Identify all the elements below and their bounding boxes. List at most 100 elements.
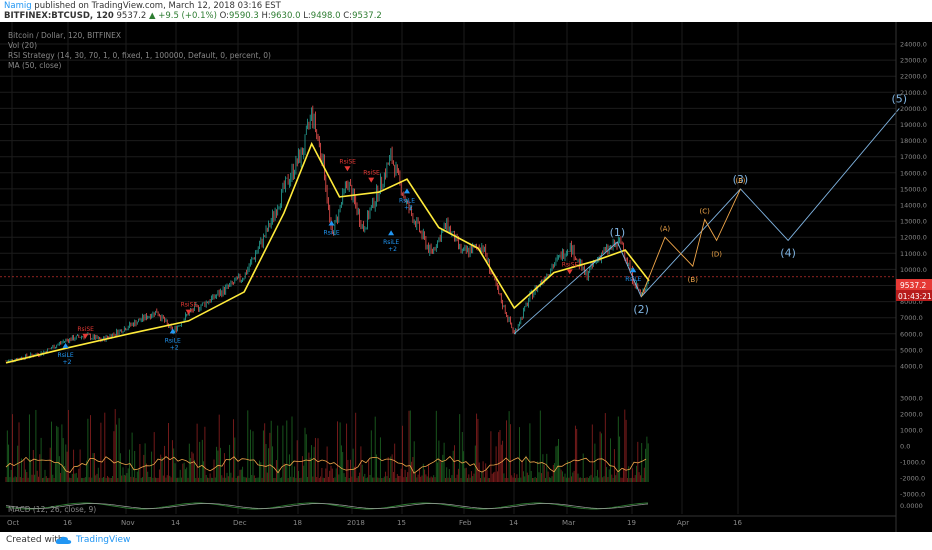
ohlc-close: 9537.2 bbox=[352, 11, 382, 21]
signal-arrow bbox=[169, 328, 176, 334]
volume-bars bbox=[5, 409, 649, 510]
wave-primary bbox=[513, 108, 900, 335]
wave-label: (3) bbox=[733, 173, 749, 186]
signal-label: RsiSE bbox=[562, 261, 579, 268]
signal-arrow bbox=[368, 177, 375, 183]
tradingview-link[interactable]: TradingView bbox=[76, 535, 131, 545]
volume-tick-label: 2000.0 bbox=[900, 411, 923, 419]
x-tick-label: Feb bbox=[459, 519, 472, 527]
signal-qty: +2 bbox=[388, 246, 397, 253]
ohlc-open: 9590.3 bbox=[229, 11, 259, 21]
y-tick-label: 24000.0 bbox=[900, 41, 927, 49]
current-price-label: 9537.2 bbox=[900, 281, 926, 290]
y-tick-label: 4000.0 bbox=[900, 363, 923, 371]
x-tick-label: Dec bbox=[233, 519, 247, 527]
volume-tick-label: 1000.0 bbox=[900, 427, 923, 435]
y-tick-label: 12000.0 bbox=[900, 234, 927, 242]
x-tick-label: Mar bbox=[562, 519, 575, 527]
current-price-tag bbox=[896, 279, 932, 290]
ohlc-high: 9630.0 bbox=[270, 11, 301, 21]
signal-label: RsiSE bbox=[339, 158, 356, 165]
signal-label: RsiLE bbox=[383, 239, 399, 246]
macd-line bbox=[5, 502, 649, 510]
macd-tick-label: 0.0000 bbox=[900, 502, 923, 510]
x-tick-label: 14 bbox=[509, 519, 518, 527]
footer: Created with TradingView bbox=[0, 532, 932, 550]
y-tick-label: 14000.0 bbox=[900, 202, 927, 210]
signal-qty: +2 bbox=[404, 204, 413, 211]
legend-title: Bitcoin / Dollar, 120, BITFINEX bbox=[8, 31, 121, 40]
strategy-signals: RsiSERsiLE+2RsiLE+2RsiSERsiLERsiSERsiSER… bbox=[58, 158, 642, 366]
wave-label: (C) bbox=[700, 207, 711, 215]
x-tick-label: 14 bbox=[171, 519, 180, 527]
signal-label: RsiLE bbox=[399, 197, 415, 204]
elliott-waves: (1) (2) (3) (4) (5) (A) (B) (C) (D) (E) bbox=[513, 92, 907, 335]
ma50-line bbox=[5, 141, 650, 364]
price-chart[interactable]: RsiSERsiLE+2RsiLE+2RsiSERsiLERsiSERsiSER… bbox=[0, 22, 932, 532]
y-tick-label: 11000.0 bbox=[900, 250, 927, 258]
volume-tick-label: -1000.0 bbox=[900, 459, 925, 467]
y-tick-label: 17000.0 bbox=[900, 153, 927, 161]
volume-axis: 3000.0 2000.0 1000.0 0.0 -1000.0 -2000.0 -3000… bbox=[900, 395, 925, 511]
publish-header: Namig published on TradingView.com, Marc… bbox=[0, 0, 932, 22]
signal-qty: +2 bbox=[170, 344, 179, 351]
signal-label: RsiLE bbox=[324, 230, 340, 237]
signal-arrow bbox=[328, 220, 335, 226]
y-tick-label: 6000.0 bbox=[900, 330, 923, 338]
y-tick-label: 10000.0 bbox=[900, 266, 927, 274]
y-tick-label: 23000.0 bbox=[900, 57, 927, 65]
wave-sub bbox=[640, 188, 741, 297]
symbol-info: BITFINEX:BTCUSD, 120 9537.2 ▲ +9.5 (+0.1… bbox=[4, 11, 382, 21]
ohlc-h-label: H: bbox=[261, 11, 271, 21]
macd-signal-line bbox=[5, 503, 649, 509]
x-tick-label: 16 bbox=[733, 519, 742, 527]
last-price: 9537.2 bbox=[116, 11, 147, 21]
signal-arrow bbox=[403, 188, 410, 194]
signal-arrow bbox=[62, 342, 69, 348]
signal-label: RsiSE bbox=[77, 326, 94, 333]
signal-qty: +2 bbox=[63, 359, 72, 366]
x-tick-label: 15 bbox=[397, 519, 406, 527]
legend-macd: MACD (12, 26, close, 9) bbox=[8, 505, 96, 514]
volume-tick-label: -3000.0 bbox=[900, 491, 925, 499]
x-tick-label: Apr bbox=[677, 519, 689, 527]
wave-label: (5) bbox=[891, 92, 907, 105]
legend-volume: Vol (20) bbox=[8, 41, 37, 50]
wave-label: (B) bbox=[688, 276, 699, 284]
ohlc-c-label: C: bbox=[343, 11, 353, 21]
chart-area[interactable]: RsiSE RsiLE +2 RsiLE +2 RsiSE RsiLE RsiSE RsiSE R… bbox=[0, 22, 932, 532]
x-tick-label: 16 bbox=[63, 519, 72, 527]
volume-tick-label: -2000.0 bbox=[900, 475, 925, 483]
wave-label: (2) bbox=[633, 303, 649, 316]
author-link[interactable]: Namig bbox=[4, 1, 32, 11]
ohlc-l-label: L: bbox=[303, 11, 311, 21]
tradingview-cloud-icon bbox=[55, 536, 72, 544]
wave-label: (E) bbox=[736, 177, 746, 185]
countdown-label: 01:43:21 bbox=[898, 292, 932, 301]
signal-arrow bbox=[82, 333, 89, 339]
wave-label: (4) bbox=[780, 246, 796, 259]
legend-rsi: RSI Strategy (14, 30, 70, 1, 0, fixed, 1… bbox=[8, 51, 271, 60]
x-tick-label: Nov bbox=[121, 519, 135, 527]
y-tick-label: 16000.0 bbox=[900, 169, 927, 177]
signal-arrow bbox=[630, 267, 637, 273]
signal-arrow bbox=[185, 309, 192, 315]
y-tick-label: 8000.0 bbox=[900, 298, 923, 306]
signal-arrow bbox=[566, 269, 573, 275]
y-tick-label: 19000.0 bbox=[900, 121, 927, 129]
x-tick-label: 18 bbox=[293, 519, 302, 527]
y-tick-label: 22000.0 bbox=[900, 73, 927, 81]
y-tick-label: 18000.0 bbox=[900, 137, 927, 145]
symbol: BITFINEX:BTCUSD, 120 bbox=[4, 11, 114, 21]
countdown-tag bbox=[896, 290, 932, 301]
signal-label: RsiSE bbox=[363, 170, 380, 177]
ohlc-o-label: O: bbox=[219, 11, 230, 21]
x-tick-label: Oct bbox=[7, 519, 19, 527]
volume-tick-label: 0.0 bbox=[900, 443, 910, 451]
x-tick-label: 19 bbox=[627, 519, 636, 527]
legend-ma: MA (50, close) bbox=[8, 61, 62, 70]
y-tick-label: 13000.0 bbox=[900, 218, 927, 226]
wave-label: (A) bbox=[660, 225, 671, 233]
created-with: Created with bbox=[6, 535, 64, 545]
volume-tick-label: 3000.0 bbox=[900, 395, 923, 403]
